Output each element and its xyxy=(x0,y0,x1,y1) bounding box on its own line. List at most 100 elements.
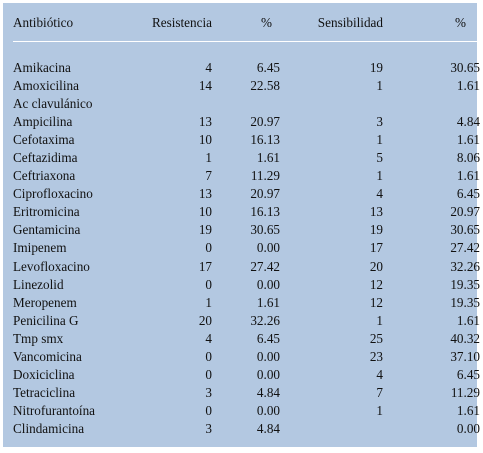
cell-resistencia: 0 xyxy=(205,403,212,419)
cell-sensibilidad: 23 xyxy=(369,349,383,365)
cell-sensibilidad-percent: 11.29 xyxy=(450,385,480,401)
header-resistencia: Resistencia xyxy=(151,15,212,30)
cell-resistencia: 13 xyxy=(198,113,212,129)
table-row: Vancomicina 0 0.00 23 37.10 xyxy=(13,348,480,366)
cell-sensibilidad-percent: 1.61 xyxy=(456,77,480,93)
antibiotic-table: Antibiótico Resistencia % Sensibilidad %… xyxy=(13,11,480,438)
cell-resistencia: 4 xyxy=(205,59,212,75)
table-row: Ceftriaxona 7 11.29 1 1.61 xyxy=(13,167,480,185)
header-sensibilidad: Sensibilidad xyxy=(317,15,383,30)
cell-resistencia: 4 xyxy=(205,330,212,346)
cell-sensibilidad-percent: 30.65 xyxy=(450,222,480,238)
cell-sensibilidad: 20 xyxy=(369,258,383,274)
cell-resistencia-percent: 27.42 xyxy=(250,258,280,274)
cell-resistencia: 20 xyxy=(198,312,212,328)
cell-antibiotico: Gentamicina xyxy=(13,222,81,238)
cell-resistencia: 0 xyxy=(205,349,212,365)
cell-sensibilidad: 12 xyxy=(369,276,383,292)
table-row: Ampicilina 13 20.97 3 4.84 xyxy=(13,112,480,130)
cell-sensibilidad-percent: 19.35 xyxy=(450,276,480,292)
cell-resistencia: 1 xyxy=(205,294,212,310)
cell-sensibilidad: 7 xyxy=(376,385,383,401)
cell-resistencia: 17 xyxy=(198,258,212,274)
table-row: Penicilina G 20 32.26 1 1.61 xyxy=(13,311,480,329)
table-row: Ciprofloxacino 13 20.97 4 6.45 xyxy=(13,185,480,203)
table-header-row: Antibiótico Resistencia % Sensibilidad % xyxy=(13,11,480,42)
table-row: Cefotaxima 10 16.13 1 1.61 xyxy=(13,130,480,148)
cell-resistencia-percent: 16.13 xyxy=(250,204,280,220)
cell-resistencia-percent: 1.61 xyxy=(256,150,280,166)
cell-sensibilidad-percent: 37.10 xyxy=(450,349,480,365)
cell-sensibilidad-percent: 0.00 xyxy=(456,421,480,437)
cell-sensibilidad: 1 xyxy=(376,312,383,328)
cell-antibiotico: Tmp smx xyxy=(13,330,64,346)
cell-resistencia-percent: 22.58 xyxy=(250,77,280,93)
cell-sensibilidad: 13 xyxy=(369,204,383,220)
cell-resistencia: 10 xyxy=(198,131,212,147)
cell-sensibilidad: 5 xyxy=(376,150,383,166)
table-row: Imipenem 0 0.00 17 27.42 xyxy=(13,239,480,257)
table-row: Meropenem 1 1.61 12 19.35 xyxy=(13,293,480,311)
cell-sensibilidad-percent xyxy=(383,94,480,112)
cell-sensibilidad-percent: 1.61 xyxy=(456,131,480,147)
cell-antibiotico: Ampicilina xyxy=(13,113,73,129)
cell-resistencia: 14 xyxy=(198,77,212,93)
cell-resistencia-percent: 20.97 xyxy=(250,113,280,129)
cell-antibiotico: Ceftazidima xyxy=(13,150,78,166)
cell-resistencia-percent: 16.13 xyxy=(250,131,280,147)
cell-sensibilidad: 1 xyxy=(376,168,383,184)
cell-sensibilidad-percent: 1.61 xyxy=(456,403,480,419)
cell-sensibilidad-percent: 32.26 xyxy=(450,258,480,274)
cell-resistencia: 0 xyxy=(205,367,212,383)
cell-antibiotico: Eritromicina xyxy=(13,204,80,220)
cell-sensibilidad: 17 xyxy=(369,240,383,256)
cell-sensibilidad: 19 xyxy=(369,222,383,238)
table-row: Eritromicina 10 16.13 13 20.97 xyxy=(13,203,480,221)
cell-resistencia-percent: 6.45 xyxy=(256,330,280,346)
cell-resistencia: 0 xyxy=(205,276,212,292)
header-sensibilidad-percent: % xyxy=(455,15,466,30)
cell-resistencia: 7 xyxy=(205,168,212,184)
cell-resistencia-percent: 0.00 xyxy=(256,349,280,365)
cell-resistencia-percent xyxy=(212,94,280,112)
cell-resistencia-percent: 0.00 xyxy=(256,403,280,419)
cell-antibiotico: Ciprofloxacino xyxy=(13,186,93,202)
cell-sensibilidad-percent: 30.65 xyxy=(450,59,480,75)
cell-sensibilidad-percent: 1.61 xyxy=(456,168,480,184)
cell-sensibilidad xyxy=(280,420,383,438)
cell-resistencia: 3 xyxy=(205,385,212,401)
table-row: Nitrofurantoína 0 0.00 1 1.61 xyxy=(13,402,480,420)
table-row: Ac clavulánico xyxy=(13,94,480,112)
cell-resistencia-percent: 0.00 xyxy=(256,367,280,383)
cell-resistencia: 13 xyxy=(198,186,212,202)
cell-resistencia-percent: 6.45 xyxy=(256,59,280,75)
table-row: Tmp smx 4 6.45 25 40.32 xyxy=(13,329,480,347)
cell-resistencia: 0 xyxy=(205,240,212,256)
cell-sensibilidad xyxy=(280,94,383,112)
cell-resistencia-percent: 4.84 xyxy=(256,421,280,437)
cell-antibiotico: Amoxicilina xyxy=(13,77,79,93)
cell-antibiotico: Amikacina xyxy=(13,59,71,75)
cell-resistencia-percent: 4.84 xyxy=(256,385,280,401)
cell-sensibilidad: 19 xyxy=(369,59,383,75)
cell-antibiotico: Cefotaxima xyxy=(13,131,75,147)
cell-sensibilidad: 4 xyxy=(376,367,383,383)
cell-resistencia-percent: 11.29 xyxy=(250,168,280,184)
cell-sensibilidad-percent: 6.45 xyxy=(456,186,480,202)
cell-antibiotico: Penicilina G xyxy=(13,312,79,328)
table-row: Clindamicina 3 4.84 0.00 xyxy=(13,420,480,438)
table-row: Linezolid 0 0.00 12 19.35 xyxy=(13,275,480,293)
cell-resistencia-percent: 0.00 xyxy=(256,276,280,292)
table-row: Doxiciclina 0 0.00 4 6.45 xyxy=(13,366,480,384)
cell-resistencia-percent: 30.65 xyxy=(250,222,280,238)
cell-sensibilidad-percent: 40.32 xyxy=(450,330,480,346)
cell-sensibilidad-percent: 1.61 xyxy=(456,312,480,328)
cell-sensibilidad: 25 xyxy=(369,330,383,346)
cell-resistencia xyxy=(139,94,212,112)
cell-antibiotico: Doxiciclina xyxy=(13,367,75,383)
cell-sensibilidad: 1 xyxy=(376,403,383,419)
table-row: Amoxicilina 14 22.58 1 1.61 xyxy=(13,76,480,94)
cell-resistencia-percent: 32.26 xyxy=(250,312,280,328)
cell-antibiotico: Vancomicina xyxy=(13,349,82,365)
cell-resistencia: 19 xyxy=(198,222,212,238)
